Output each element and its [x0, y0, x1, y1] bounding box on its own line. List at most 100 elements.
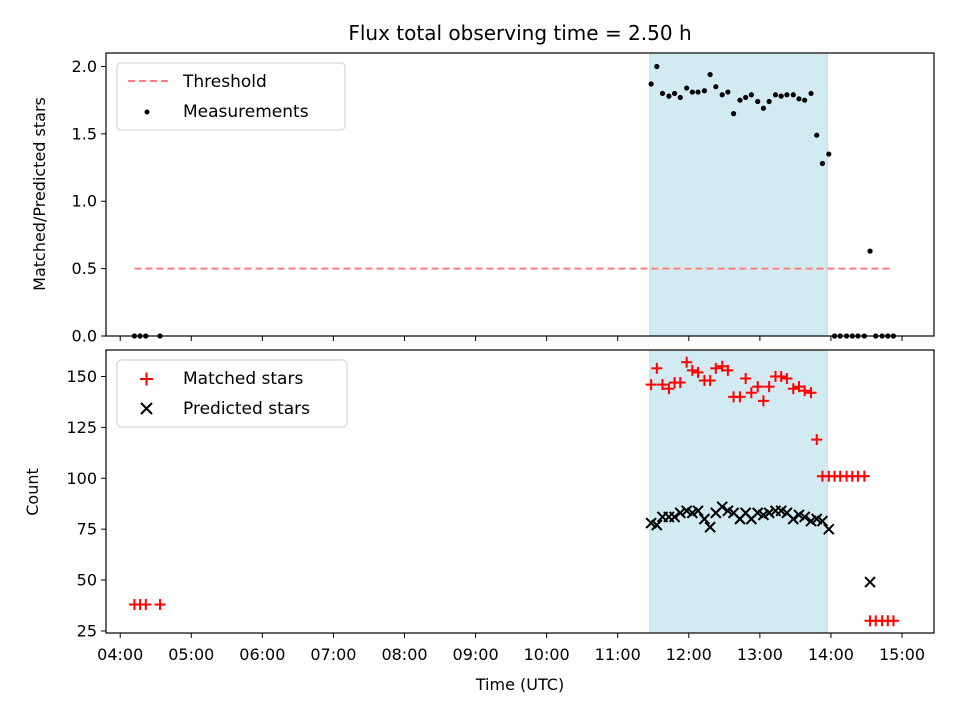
- y-tick-label: 150: [66, 367, 97, 386]
- predicted-star-marker: [787, 513, 799, 525]
- x-tick-label: 08:00: [381, 645, 427, 664]
- matched-star-marker: [858, 470, 870, 482]
- matched-star-marker: [757, 395, 769, 407]
- measurement-point: [713, 84, 719, 90]
- measurement-point: [701, 88, 708, 94]
- x-axis-label: Time (UTC): [475, 675, 564, 694]
- matched-star-marker: [704, 375, 716, 387]
- bottom-plot-frame: [105, 349, 935, 634]
- x-tick-label: 07:00: [310, 645, 356, 664]
- matched-star-marker: [887, 615, 899, 627]
- measurement-point: [802, 97, 808, 103]
- measurement-point: [666, 93, 672, 99]
- legend-predicted-label: Predicted stars: [183, 399, 310, 419]
- predicted-star-marker: [704, 521, 716, 533]
- measurement-point: [778, 93, 784, 99]
- matched-star-marker: [787, 383, 799, 395]
- bottom-x-ticks: 04:00 05:00 06:00 07:00 08:00 09:00 10:00 11:00…: [97, 633, 925, 664]
- legend-matched-label: Matched stars: [183, 369, 303, 389]
- y-tick-label: 0.5: [72, 259, 97, 278]
- matched-star-marker: [752, 381, 764, 393]
- measurement-point: [748, 92, 754, 98]
- x-tick-label: 04:00: [97, 645, 143, 664]
- x-tick-label: 09:00: [453, 645, 499, 664]
- matched-star-marker: [722, 364, 734, 376]
- measurement-point: [784, 92, 790, 98]
- bottom-legend: Matched stars Predicted stars: [116, 359, 348, 428]
- measurement-point: [743, 94, 749, 101]
- predicted-star-marker: [798, 511, 811, 523]
- x-tick-label: 05:00: [168, 645, 214, 664]
- y-tick-label: 50: [77, 571, 97, 590]
- y-tick-label: 2.0: [72, 57, 97, 76]
- predicted-star-marker: [674, 507, 686, 519]
- matched-star-marker: [734, 391, 746, 403]
- top-y-ticks: 0.0 0.5 1.0 1.5 2.0: [72, 57, 106, 346]
- measurement-point: [826, 151, 832, 157]
- top-observing-span: [649, 52, 828, 337]
- matched-star-marker: [716, 360, 728, 372]
- measurement-point: [867, 248, 873, 254]
- y-tick-label: 100: [66, 469, 97, 488]
- measurement-point: [755, 98, 761, 105]
- top-x-ticks: [119, 336, 903, 341]
- measurement-point: [654, 63, 660, 70]
- matched-star-marker: [811, 434, 823, 446]
- x-tick-label: 15:00: [879, 645, 925, 664]
- predicted-star-marker: [823, 523, 835, 535]
- measurement-point: [689, 89, 695, 95]
- x-tick-label: 12:00: [666, 645, 712, 664]
- legend-predicted-swatch: [140, 402, 153, 415]
- matched-star-marker: [805, 387, 817, 399]
- measurement-point: [677, 94, 683, 101]
- legend-matched-swatch: [140, 372, 153, 386]
- y-tick-label: 0.0: [72, 327, 97, 346]
- x-tick-label: 14:00: [808, 645, 854, 664]
- y-tick-label: 125: [66, 418, 97, 437]
- matched-star-marker: [763, 381, 775, 393]
- measurement-point: [695, 89, 701, 95]
- legend-measurements-swatch: [144, 109, 150, 115]
- top-y-axis-label: Matched/Predicted stars: [30, 97, 49, 291]
- measurement-point: [814, 132, 820, 138]
- matched-star-marker: [663, 383, 675, 395]
- matched-star-marker: [781, 373, 793, 385]
- matched-star-marker: [692, 366, 704, 378]
- predicted-star-marker: [763, 507, 775, 519]
- y-tick-label: 1.5: [72, 124, 97, 143]
- matched-star-marker: [645, 379, 657, 391]
- matched-star-marker: [799, 385, 811, 397]
- measurement-point: [766, 98, 772, 105]
- measurement-point: [772, 92, 779, 98]
- measurement-point: [819, 160, 826, 167]
- measurement-point: [671, 90, 678, 97]
- measurement-point: [760, 105, 767, 111]
- chart-title: Flux total observing time = 2.50 h: [348, 21, 691, 45]
- measurement-point: [719, 92, 725, 98]
- matched-star-marker: [154, 598, 166, 610]
- legend-threshold-label: Threshold: [182, 72, 267, 92]
- measurement-point: [725, 89, 731, 95]
- y-tick-label: 1.0: [72, 192, 97, 211]
- top-legend: Threshold Measurements: [116, 62, 346, 131]
- measurement-point: [808, 90, 814, 97]
- matched-star-marker: [686, 364, 698, 376]
- bottom-y-ticks: 25 50 75 100 125 150: [66, 367, 106, 640]
- measurement-point: [730, 111, 737, 117]
- matched-star-marker: [793, 381, 805, 393]
- predicted-star-marker: [716, 501, 728, 513]
- predicted-star-marker: [651, 519, 663, 531]
- bottom-legend-box: [116, 359, 348, 428]
- matched-star-marker: [674, 377, 686, 389]
- top-legend-box: [116, 62, 346, 131]
- predicted-star-marker: [816, 515, 829, 527]
- predicted-star-marker: [864, 576, 876, 588]
- top-panel: 0.00.51.01.52.0 Matched/Predicted stars …: [30, 52, 935, 346]
- matched-star-markers: [128, 356, 899, 627]
- matched-star-marker: [740, 373, 752, 385]
- x-tick-label: 11:00: [595, 645, 641, 664]
- bottom-y-axis-label: Count: [23, 468, 42, 516]
- matched-star-marker: [140, 598, 152, 610]
- matched-star-marker: [710, 362, 722, 374]
